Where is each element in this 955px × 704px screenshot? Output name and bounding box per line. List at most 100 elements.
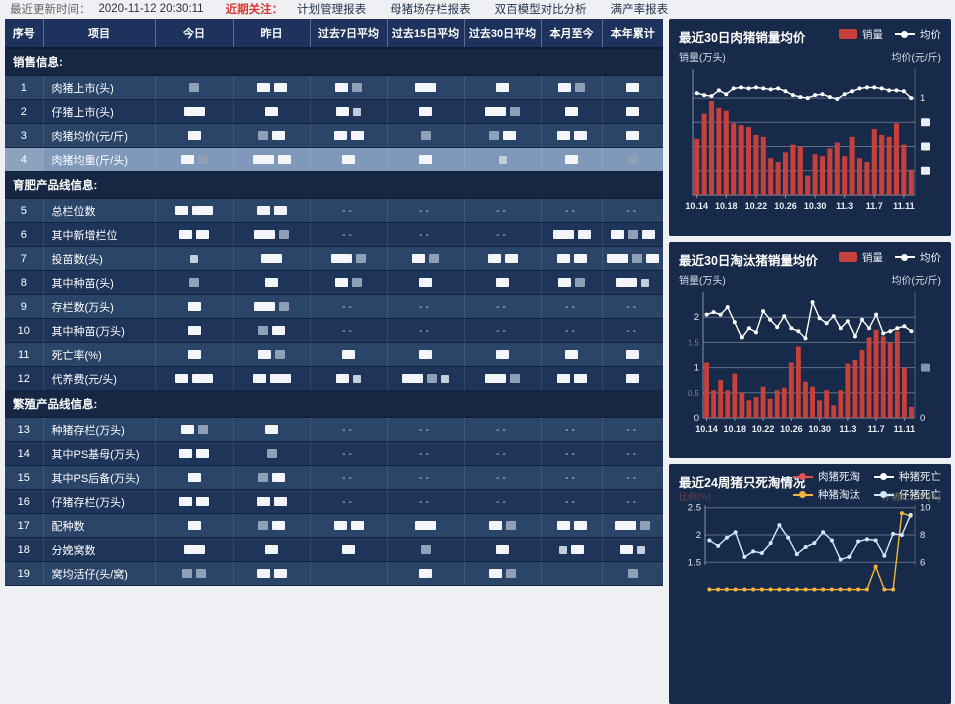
redacted-value [616, 278, 638, 288]
table-row[interactable]: 7 投苗数(头) [5, 246, 663, 271]
redacted-value [487, 254, 501, 264]
table-row[interactable]: 5 总栏位数 -- -- -- -- -- [5, 198, 663, 223]
chart3-legend-pig-death[interactable]: 肉猪死淘 [793, 469, 860, 484]
redacted-value [350, 131, 364, 141]
report-table: 序号 项目 今日 昨日 过去7日平均 过去15日平均 过去30日平均 本月至今 … [5, 19, 663, 586]
table-row[interactable]: 17 配种数 [5, 513, 663, 538]
bar-swatch-icon [839, 29, 857, 39]
chart-panel-death-cull: 最近24周猪只死淘情况 肉猪死淘 种猪死亡 种猪淘汰 仔猪死亡 比例(%) 仔猪… [669, 464, 951, 704]
redacted-value [496, 278, 509, 288]
redacted-value [258, 473, 268, 483]
svg-text:10.18: 10.18 [715, 201, 738, 211]
redacted-value [277, 155, 291, 165]
svg-text:10.22: 10.22 [745, 201, 768, 211]
chart3-legend-piglet-death[interactable]: 仔猪死亡 [874, 487, 941, 502]
redacted-value [196, 230, 209, 240]
redacted-value [506, 521, 516, 531]
redacted-value [627, 155, 638, 165]
svg-text:0: 0 [920, 413, 925, 424]
redacted-value [196, 497, 209, 507]
table-row[interactable]: 15 其中PS后备(万头) -- -- -- -- -- [5, 465, 663, 490]
redacted-value [573, 254, 587, 264]
redacted-value [556, 254, 570, 264]
chart3-right-axis-label: 仔猪死亡率(%) [882, 492, 941, 502]
chart-panel-pig-sales: 最近30日肉猪销量均价 销量 均价 销量(万头) 均价(元/斤) 1 10.14 1… [669, 19, 951, 236]
svg-text:2: 2 [696, 530, 701, 541]
redacted-value [352, 83, 362, 93]
redacted-value [252, 155, 274, 165]
redacted-value [429, 254, 439, 264]
nav-link-plan-report[interactable]: 计划管理报表 [297, 4, 367, 16]
svg-text:10.18: 10.18 [724, 424, 747, 434]
table-row[interactable]: 13 种猪存栏(万头) -- -- -- -- -- [5, 417, 663, 442]
redacted-value [265, 545, 278, 555]
table-row[interactable]: 14 其中PS基母(万头) -- -- -- -- -- [5, 441, 663, 466]
line-swatch-icon [793, 491, 813, 498]
redacted-value [335, 83, 348, 93]
table-row[interactable]: 16 仔猪存栏(万头) -- -- -- -- -- [5, 489, 663, 514]
pig-sales-chart-canvas[interactable]: 1 10.14 10.18 10.22 10.26 10.30 11.3 11.7 11.11 [679, 63, 941, 215]
table-row[interactable]: 2 仔猪上市(头) [5, 99, 663, 124]
redacted-value [565, 350, 578, 360]
chart2-legend-sales[interactable]: 销量 [839, 250, 883, 265]
redacted-value [626, 131, 640, 141]
redacted-value [645, 254, 659, 264]
col-header-year-to-date: 本年累计 [602, 19, 663, 49]
svg-text:11.11: 11.11 [894, 424, 916, 434]
svg-text:10.26: 10.26 [774, 201, 797, 211]
line-swatch-icon [874, 491, 894, 498]
chart3-legend: 肉猪死淘 种猪死亡 种猪淘汰 仔猪死亡 [793, 469, 941, 502]
chart2-title: 最近30日淘汰猪销量均价 [679, 254, 818, 268]
table-row[interactable]: 8 其中种苗(头) [5, 270, 663, 295]
table-row[interactable]: 4 肉猪均重(斤/头) [5, 147, 663, 172]
redacted-value [342, 350, 355, 360]
redacted-value [489, 131, 499, 141]
cull-pig-sales-chart-canvas[interactable]: 21.510.50 010.14 10.18 10.22 10.26 10.30 11.3 1… [679, 286, 941, 438]
redacted-value [190, 254, 198, 263]
table-row[interactable]: 1 肉猪上市(头) [5, 75, 663, 100]
redacted-value [261, 254, 282, 264]
redacted-value [496, 83, 509, 93]
chart2-legend-avg-price[interactable]: 均价 [895, 250, 941, 265]
redacted-value [558, 83, 571, 93]
chart1-legend-sales[interactable]: 销量 [839, 27, 883, 42]
table-row[interactable]: 10 其中种苗(万头) -- -- -- -- -- [5, 318, 663, 343]
redacted-value [573, 131, 587, 141]
redacted-value [575, 278, 585, 288]
table-row[interactable]: 11 死亡率(%) [5, 342, 663, 367]
chart1-legend-avg-price[interactable]: 均价 [895, 27, 941, 42]
nav-link-full-capacity-report[interactable]: 满产率报表 [610, 4, 669, 16]
redacted-value [258, 350, 271, 360]
chart3-legend-breeder-death[interactable]: 种猪死亡 [874, 469, 941, 484]
redacted-value [510, 107, 520, 117]
table-row[interactable]: 12 代养费(元/头) [5, 366, 663, 391]
svg-text:10.14: 10.14 [695, 424, 718, 434]
redacted-value [187, 473, 201, 483]
table-row[interactable]: 19 窝均活仔(头/窝) [5, 561, 663, 586]
svg-text:10.30: 10.30 [804, 201, 827, 211]
table-row[interactable]: 3 肉猪均价(元/斤) [5, 123, 663, 148]
table-row[interactable]: 9 存栏数(万头) -- -- -- -- -- [5, 294, 663, 319]
redacted-value [489, 521, 502, 531]
report-table-panel: 序号 项目 今日 昨日 过去7日平均 过去15日平均 过去30日平均 本月至今 … [5, 19, 663, 586]
redacted-value [419, 155, 432, 165]
redacted-value [420, 131, 431, 141]
update-time-value: 2020-11-12 20:30:11 [98, 3, 204, 15]
table-row[interactable]: 18 分娩窝数 [5, 537, 663, 562]
redacted-value [556, 374, 570, 384]
redacted-value [641, 230, 655, 240]
chart3-legend-breeder-cull[interactable]: 种猪淘汰 [793, 487, 860, 502]
chart3-title: 最近24周猪只死淘情况 [679, 476, 806, 490]
nav-link-model-compare[interactable]: 双百模型对比分析 [494, 4, 587, 16]
nav-link-sow-farm-report[interactable]: 母猪场存栏报表 [390, 4, 471, 16]
redacted-value [189, 83, 199, 93]
redacted-value [626, 107, 640, 117]
chart2-left-axis-label: 销量(万头) [679, 276, 726, 287]
redacted-value [415, 83, 436, 93]
col-header-yesterday: 昨日 [233, 19, 311, 49]
table-row[interactable]: 6 其中新增栏位 -- -- -- [5, 222, 663, 247]
redacted-value [441, 374, 449, 383]
svg-text:2.5: 2.5 [688, 503, 701, 514]
chart3-left-axis-label: 比例(%) [679, 492, 711, 502]
